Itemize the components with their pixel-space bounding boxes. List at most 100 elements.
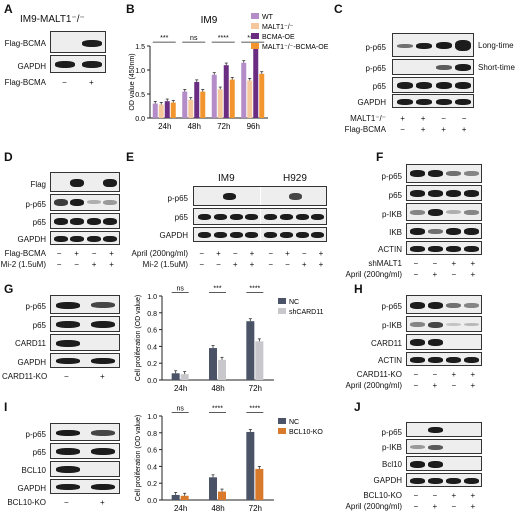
bar [229,79,235,118]
cond-sign: + [420,114,426,123]
cond-sign: + [470,381,476,390]
cond-sign: − [451,502,457,511]
bar [164,101,170,118]
y-tick-label: 0.5 [135,92,145,99]
row-label: p65 [388,191,402,200]
panel-letter-d: D [4,150,13,164]
legend-label: NC [289,419,299,426]
group-label-im9: IM9 [218,173,235,184]
cond-sign: + [400,114,405,123]
bar [218,359,226,380]
cond-plus: + [100,498,105,507]
legend-swatch [278,428,286,434]
cond-sign: − [413,502,419,511]
cond-sign: − [413,259,419,268]
x-tick-label: 24h [174,384,187,393]
cond-sign: + [451,370,457,379]
row-label: p-p65 [25,430,46,439]
blot-p-p65 [50,423,120,441]
significance-label: **** [249,286,260,293]
legend-label: MALT1⁻/⁻ [262,24,294,31]
cond-label: April (200ng/ml) [345,502,402,511]
cond-sign: + [249,249,255,258]
blot-p-p65 [406,295,482,314]
cond-sign: + [249,260,255,269]
bar [209,477,217,500]
cond-sign: − [268,260,274,269]
cond-label: BCL10-KO [7,498,46,507]
blot-gapdh [50,353,120,368]
bar [188,99,194,118]
blot-p65 [193,208,327,225]
y-tick-label: 0.8 [147,431,157,438]
cond-sign: − [413,491,419,500]
cond-sign: + [470,370,476,379]
panel-letter-b: B [126,2,135,16]
significance-label: **** [218,35,229,42]
row-label: p65 [174,213,188,222]
y-tick-label: 0.4 [147,344,157,351]
row-label: p65 [372,82,386,91]
blot-gapdh [406,473,482,487]
bar [246,431,255,500]
y-tick-label: 0.2 [147,361,157,368]
blot-p-p65 [193,186,327,206]
row-label: CARD11 [15,339,46,348]
cond-sign: + [432,502,438,511]
legend-label: BCMA-OE [262,34,295,41]
y-axis-label: Cell proliferation (OD value) [135,415,142,501]
cond-minus: − [64,372,69,381]
bar [246,321,255,380]
cond-label: April (200ng/ml) [131,249,188,258]
cond-sign: + [470,502,476,511]
panel-letter-i: I [4,400,8,414]
cond-sign: − [285,260,290,269]
cond-sign: − [432,491,438,500]
row-label: CARD11 [371,339,402,348]
legend-swatch [251,13,259,19]
cond-sign: + [301,260,307,269]
row-label: p-p65 [381,428,402,437]
bar [218,491,226,500]
y-axis-label: Cell proliferation (OD value) [135,295,142,381]
bar [180,374,189,380]
bar [255,341,264,380]
bar [158,104,164,118]
cond-sign: + [109,249,114,258]
significance-label: ns [176,406,184,413]
group-label-h929: H929 [283,173,307,184]
cond-sign: + [432,381,438,390]
cond-sign: + [232,260,238,269]
significance-label: ns [176,286,184,293]
blot-p-p65 [406,164,482,183]
bar [209,348,217,380]
cond-label: CARD11-KO [356,370,402,379]
row-label: p65 [32,448,46,457]
legend-swatch [251,33,259,39]
cond-sign: + [451,259,457,268]
row-label: GAPDH [17,358,46,367]
y-tick-label: 0.0 [135,116,145,123]
cond-sign: + [216,249,221,258]
row-label: p-p65 [365,64,386,73]
cond-sign: − [441,114,446,123]
x-tick-label: 72h [249,384,262,393]
row-label: GAPDH [373,476,402,485]
blot-card11 [50,334,120,351]
bar [255,468,264,500]
blot-p-p65 [50,194,120,211]
cond-sign: + [74,249,79,258]
panel-a-title: IM9-MALT1⁻/⁻ [20,14,85,25]
cond-sign: − [413,370,419,379]
cond-sign: − [91,249,97,258]
cond-label: MALT1⁻/⁻ [350,114,386,123]
cond-label: CARD11-KO [2,372,48,381]
cond-plus: + [100,372,105,381]
blot-bcl10 [406,456,482,471]
exposure-label: Long-time [478,41,514,50]
cond-sign: − [413,270,419,279]
cond-minus: − [64,498,69,507]
panel-letter-f: F [376,150,384,164]
cond-sign: − [199,249,205,258]
cond-sign: − [268,249,274,258]
